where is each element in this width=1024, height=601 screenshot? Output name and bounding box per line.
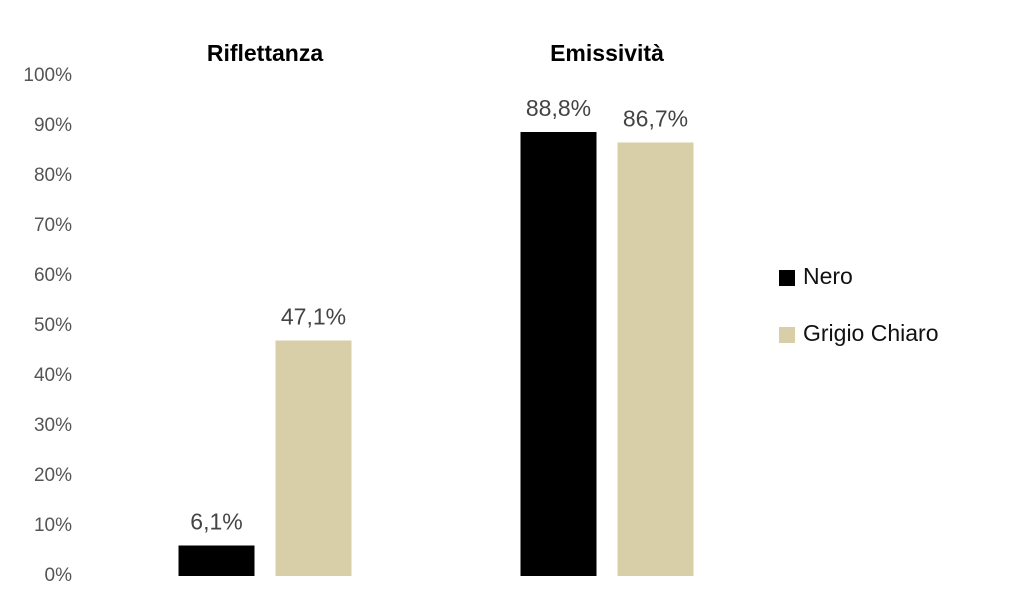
y-tick-label: 60% (34, 265, 72, 286)
y-tick-label: 10% (34, 515, 72, 536)
legend-label: Nero (803, 263, 853, 289)
y-tick-label: 50% (34, 315, 72, 336)
value-label: 6,1% (190, 509, 242, 535)
value-label: 86,7% (623, 106, 688, 132)
y-tick-label: 70% (34, 215, 72, 236)
bar (520, 132, 597, 576)
legend-swatch (779, 270, 795, 286)
value-label: 88,8% (526, 95, 591, 121)
y-tick-label: 100% (23, 65, 72, 86)
value-label: 47,1% (281, 304, 346, 330)
y-tick-label: 20% (34, 465, 72, 486)
legend-label: Grigio Chiaro (803, 320, 939, 346)
y-tick-label: 40% (34, 365, 72, 386)
legend-swatch (779, 327, 795, 343)
y-tick-label: 90% (34, 115, 72, 136)
y-tick-label: 30% (34, 415, 72, 436)
category-label: Riflettanza (207, 40, 324, 66)
bar (617, 142, 694, 576)
bar (178, 545, 255, 576)
bar (275, 340, 352, 576)
category-label: Emissività (550, 40, 664, 66)
y-tick-label: 80% (34, 165, 72, 186)
y-tick-label: 0% (45, 565, 73, 586)
